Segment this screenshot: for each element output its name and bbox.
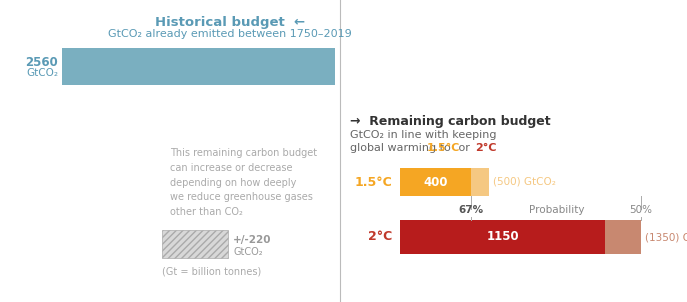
Bar xyxy=(400,220,605,254)
Text: +/-220: +/-220 xyxy=(233,235,271,245)
Text: global warming to: global warming to xyxy=(350,143,454,153)
Text: 1.5°C: 1.5°C xyxy=(427,143,460,153)
Text: 2°C: 2°C xyxy=(475,143,497,153)
Text: 2°C: 2°C xyxy=(368,230,392,243)
Text: 1150: 1150 xyxy=(486,230,519,243)
Text: GtCO₂ in line with keeping: GtCO₂ in line with keeping xyxy=(350,130,497,140)
Text: 2560: 2560 xyxy=(25,56,58,69)
Bar xyxy=(62,48,335,85)
Bar xyxy=(471,168,489,196)
Text: 67%: 67% xyxy=(459,205,484,215)
Text: 400: 400 xyxy=(423,175,448,188)
Text: or: or xyxy=(455,143,473,153)
Text: 50%: 50% xyxy=(629,205,653,215)
Bar xyxy=(162,230,228,258)
Text: GtCO₂: GtCO₂ xyxy=(233,247,262,257)
Text: GtCO₂ already emitted between 1750–2019: GtCO₂ already emitted between 1750–2019 xyxy=(108,29,352,39)
Text: (1350) GtCO₂: (1350) GtCO₂ xyxy=(645,232,687,242)
Text: (Gt = billion tonnes): (Gt = billion tonnes) xyxy=(162,266,261,276)
Text: Historical budget  ←: Historical budget ← xyxy=(155,16,305,29)
Text: 1.5°C: 1.5°C xyxy=(354,175,392,188)
Text: (500) GtCO₂: (500) GtCO₂ xyxy=(493,177,556,187)
Text: GtCO₂: GtCO₂ xyxy=(26,68,58,78)
Text: Probability: Probability xyxy=(528,205,584,215)
Bar xyxy=(605,220,641,254)
Text: This remaining carbon budget
can increase or decrease
depending on how deeply
we: This remaining carbon budget can increas… xyxy=(170,148,317,217)
Bar xyxy=(400,168,471,196)
Text: →  Remaining carbon budget: → Remaining carbon budget xyxy=(350,115,550,128)
